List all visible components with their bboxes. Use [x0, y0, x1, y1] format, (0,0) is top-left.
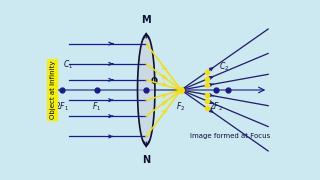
Polygon shape	[138, 35, 155, 145]
Text: M: M	[141, 15, 151, 25]
Text: O: O	[151, 77, 157, 86]
Text: N: N	[142, 155, 150, 165]
Text: $2F_2$: $2F_2$	[209, 100, 223, 113]
Text: Object at infinity: Object at infinity	[50, 61, 56, 119]
Text: $F_2$: $F_2$	[176, 100, 186, 113]
Text: $C_2$: $C_2$	[219, 60, 229, 73]
Text: Image formed at Focus: Image formed at Focus	[190, 133, 270, 140]
Text: $F_1$: $F_1$	[92, 100, 101, 113]
Text: $C_1$: $C_1$	[63, 59, 74, 71]
Text: $2F_1$: $2F_1$	[55, 100, 69, 113]
